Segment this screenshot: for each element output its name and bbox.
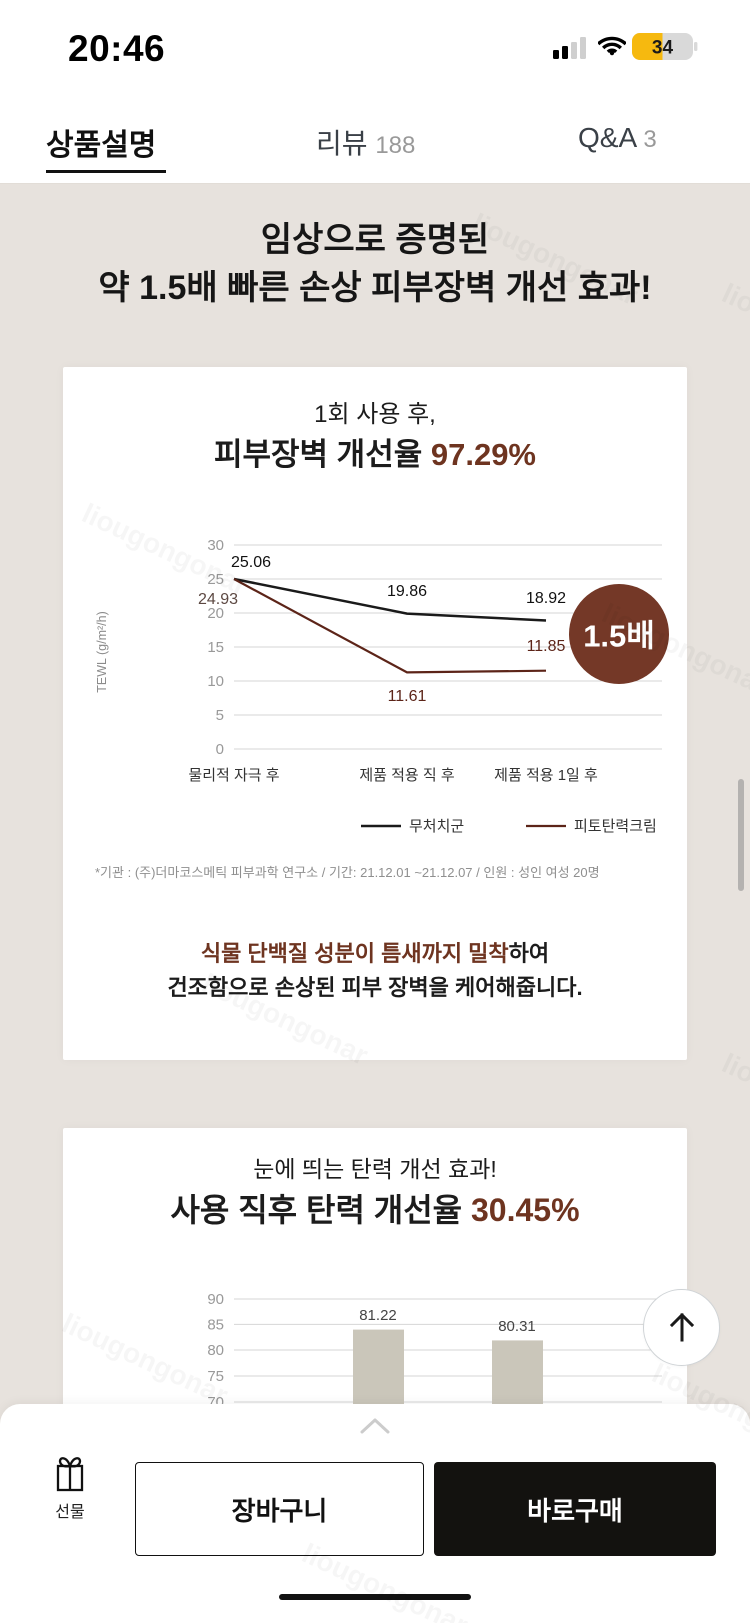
svg-text:25: 25 (207, 571, 224, 588)
svg-text:24.93: 24.93 (198, 591, 238, 608)
svg-text:34: 34 (652, 38, 674, 59)
svg-text:피토탄력크림: 피토탄력크림 (574, 818, 657, 835)
svg-text:10: 10 (207, 673, 224, 690)
svg-text:15: 15 (207, 639, 224, 656)
svg-text:0: 0 (216, 741, 224, 758)
svg-text:제품 적용 1일 후: 제품 적용 1일 후 (494, 767, 598, 784)
svg-text:제품 적용 직 후: 제품 적용 직 후 (359, 767, 455, 784)
svg-text:80: 80 (207, 1342, 224, 1359)
svg-text:TEWL (g/m²/h): TEWL (g/m²/h) (95, 611, 109, 692)
svg-text:무처치군: 무처치군 (409, 818, 464, 835)
svg-text:81.22: 81.22 (359, 1307, 397, 1324)
svg-text:물리적 자극 후: 물리적 자극 후 (188, 767, 279, 784)
svg-text:90: 90 (207, 1291, 224, 1308)
svg-text:5: 5 (216, 707, 224, 724)
svg-text:30: 30 (207, 537, 224, 554)
svg-text:18.92: 18.92 (526, 590, 566, 607)
svg-text:25.06: 25.06 (231, 554, 271, 571)
svg-text:80.31: 80.31 (498, 1318, 536, 1335)
svg-text:1.5배: 1.5배 (583, 619, 655, 654)
svg-text:19.86: 19.86 (387, 583, 427, 600)
svg-text:75: 75 (207, 1368, 224, 1385)
svg-text:11.85: 11.85 (527, 638, 566, 655)
svg-text:11.61: 11.61 (388, 688, 427, 705)
svg-text:85: 85 (207, 1316, 224, 1333)
